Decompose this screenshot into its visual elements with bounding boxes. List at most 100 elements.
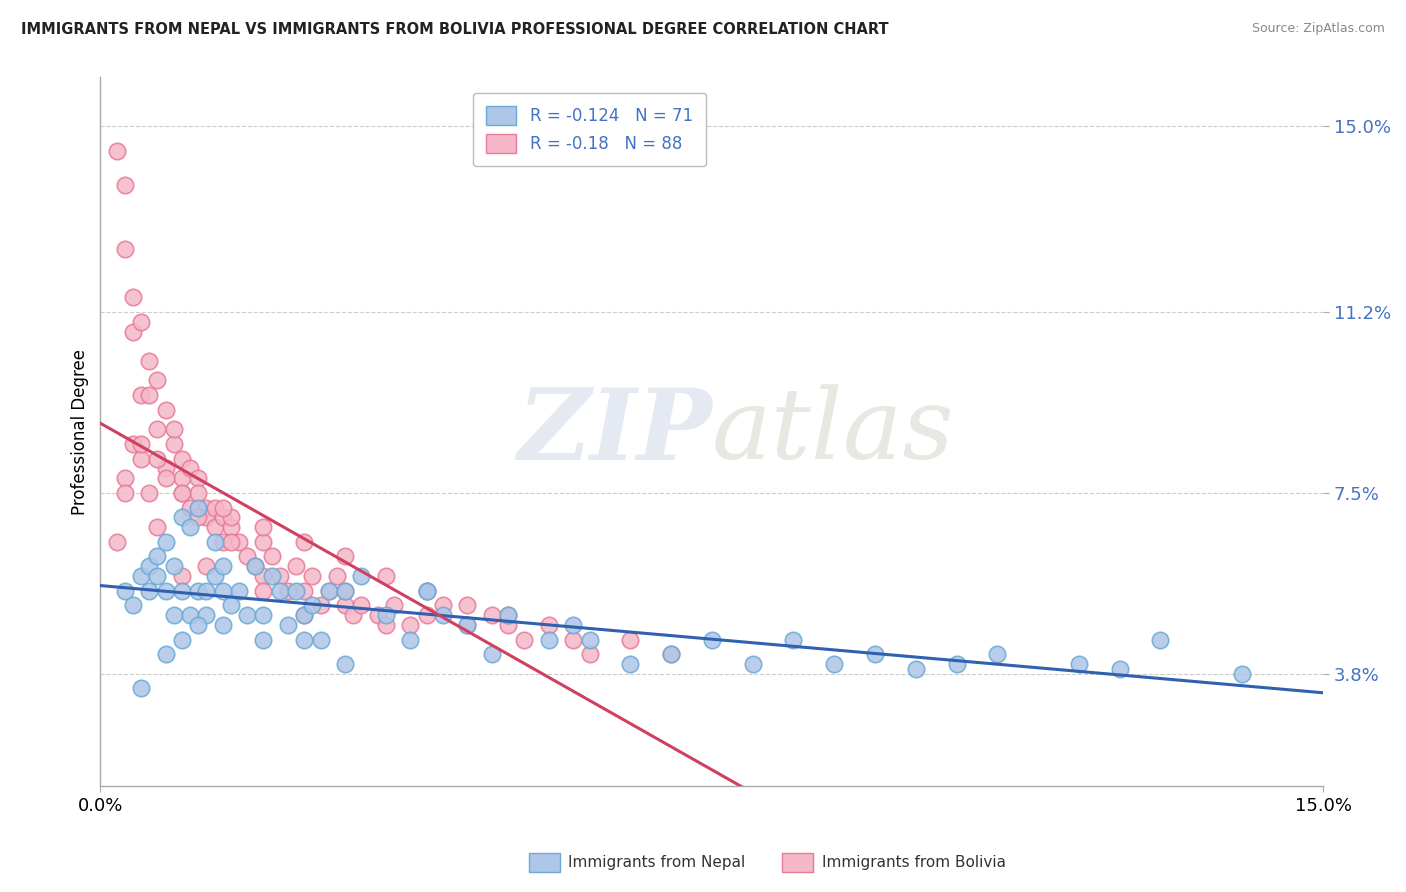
- Point: [333, 549, 356, 564]
- Point: [252, 608, 274, 623]
- Point: [179, 461, 201, 475]
- Point: [195, 608, 218, 623]
- Point: [195, 559, 218, 574]
- Point: [195, 510, 218, 524]
- Point: [236, 549, 259, 564]
- Point: [219, 520, 242, 534]
- Point: [155, 402, 177, 417]
- Point: [129, 681, 152, 696]
- Point: [374, 569, 396, 583]
- Point: [204, 534, 226, 549]
- Point: [619, 632, 641, 647]
- Point: [382, 599, 405, 613]
- Point: [496, 608, 519, 623]
- Point: [114, 178, 136, 192]
- Point: [155, 647, 177, 661]
- Point: [578, 647, 600, 661]
- Legend: R = -0.124   N = 71, R = -0.18   N = 88: R = -0.124 N = 71, R = -0.18 N = 88: [472, 93, 706, 167]
- Point: [138, 486, 160, 500]
- Point: [415, 583, 437, 598]
- Point: [1149, 632, 1171, 647]
- Point: [456, 599, 478, 613]
- Point: [170, 569, 193, 583]
- Point: [114, 583, 136, 598]
- Point: [138, 388, 160, 402]
- Point: [333, 583, 356, 598]
- Point: [122, 599, 145, 613]
- Point: [513, 632, 536, 647]
- Point: [163, 422, 186, 436]
- Text: Source: ZipAtlas.com: Source: ZipAtlas.com: [1251, 22, 1385, 36]
- Point: [163, 437, 186, 451]
- Point: [333, 657, 356, 671]
- Point: [146, 549, 169, 564]
- Point: [260, 549, 283, 564]
- Point: [318, 583, 340, 598]
- Point: [155, 471, 177, 485]
- Point: [659, 647, 682, 661]
- Point: [105, 144, 128, 158]
- Point: [219, 534, 242, 549]
- Point: [179, 608, 201, 623]
- Text: Immigrants from Bolivia: Immigrants from Bolivia: [821, 855, 1005, 870]
- Point: [562, 618, 585, 632]
- Point: [245, 559, 267, 574]
- Point: [456, 618, 478, 632]
- Point: [904, 662, 927, 676]
- Point: [863, 647, 886, 661]
- Point: [155, 534, 177, 549]
- Point: [350, 569, 373, 583]
- Point: [309, 599, 332, 613]
- Point: [170, 632, 193, 647]
- Point: [301, 599, 323, 613]
- Point: [252, 520, 274, 534]
- Point: [252, 534, 274, 549]
- Point: [219, 510, 242, 524]
- Point: [456, 618, 478, 632]
- Point: [204, 500, 226, 515]
- Point: [204, 520, 226, 534]
- Point: [537, 632, 560, 647]
- Point: [179, 520, 201, 534]
- Point: [333, 599, 356, 613]
- Point: [155, 583, 177, 598]
- Point: [945, 657, 967, 671]
- Point: [146, 569, 169, 583]
- Point: [1108, 662, 1130, 676]
- Point: [114, 486, 136, 500]
- Point: [432, 599, 454, 613]
- Point: [415, 608, 437, 623]
- Point: [292, 608, 315, 623]
- Point: [114, 242, 136, 256]
- Point: [292, 632, 315, 647]
- Point: [195, 500, 218, 515]
- Text: IMMIGRANTS FROM NEPAL VS IMMIGRANTS FROM BOLIVIA PROFESSIONAL DEGREE CORRELATION: IMMIGRANTS FROM NEPAL VS IMMIGRANTS FROM…: [21, 22, 889, 37]
- Point: [204, 569, 226, 583]
- Point: [741, 657, 763, 671]
- Point: [211, 559, 233, 574]
- Point: [578, 632, 600, 647]
- Point: [129, 388, 152, 402]
- Point: [170, 471, 193, 485]
- Point: [285, 583, 308, 598]
- Point: [129, 451, 152, 466]
- Point: [432, 608, 454, 623]
- Point: [187, 583, 209, 598]
- Point: [211, 618, 233, 632]
- Point: [415, 583, 437, 598]
- Point: [170, 510, 193, 524]
- Point: [146, 520, 169, 534]
- Point: [187, 471, 209, 485]
- Point: [114, 471, 136, 485]
- Point: [700, 632, 723, 647]
- Point: [138, 354, 160, 368]
- Point: [537, 618, 560, 632]
- Point: [138, 583, 160, 598]
- Point: [228, 534, 250, 549]
- Point: [496, 618, 519, 632]
- Point: [260, 569, 283, 583]
- Point: [211, 534, 233, 549]
- Point: [211, 510, 233, 524]
- Point: [277, 583, 299, 598]
- Point: [1067, 657, 1090, 671]
